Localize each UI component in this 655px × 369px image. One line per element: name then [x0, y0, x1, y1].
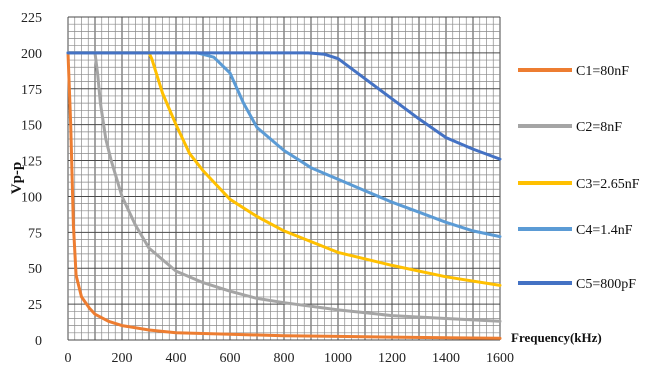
x-tick-label: 600	[220, 351, 241, 366]
y-tick-label: 50	[28, 262, 42, 277]
series-line-c3	[66, 51, 502, 287]
x-tick-label: 1400	[432, 351, 460, 366]
y-tick-label: 75	[28, 226, 42, 241]
legend-label-c4: C4=1.4nF	[576, 223, 633, 238]
series-line-c4	[66, 51, 502, 239]
x-tick-label: 1000	[324, 351, 352, 366]
y-axis-title: Vp-p	[9, 162, 25, 195]
x-tick-labels: 0 200 400 600 800 1000 1200 1400 1600	[65, 351, 515, 366]
legend-label-c1: C1=80nF	[576, 64, 629, 79]
y-tick-label: 25	[28, 298, 42, 313]
y-tick-label: 150	[21, 119, 42, 134]
legend-label-c5: C5=800pF	[576, 277, 636, 292]
legend-label-c2: C2=8nF	[576, 120, 622, 135]
x-tick-label: 1200	[378, 351, 406, 366]
legend-label-c3: C3=2.65nF	[576, 177, 640, 192]
y-tick-label: 200	[21, 47, 42, 62]
y-tick-label: 0	[35, 334, 42, 349]
legend: C1=80nF C2=8nF C3=2.65nF C4=1.4nF C5=800pF	[518, 64, 640, 292]
y-tick-label: 100	[21, 190, 42, 205]
y-tick-label: 125	[21, 155, 42, 170]
x-axis-title: Frequency(kHz)	[511, 330, 602, 345]
chart-grid	[67, 16, 501, 341]
series-line-c1	[66, 51, 502, 340]
y-tick-label: 225	[21, 11, 42, 26]
x-tick-label: 800	[274, 351, 295, 366]
x-tick-label: 200	[112, 351, 133, 366]
x-tick-label: 0	[65, 351, 72, 366]
x-tick-label: 400	[166, 351, 187, 366]
y-tick-label: 175	[21, 83, 42, 98]
series-line-c5	[66, 51, 502, 161]
y-tick-labels: 0 25 50 75 100 125 150 175 200 225	[21, 11, 42, 349]
series-line-c2	[66, 51, 502, 323]
x-tick-label: 1600	[486, 351, 514, 366]
chart-series	[66, 51, 502, 340]
